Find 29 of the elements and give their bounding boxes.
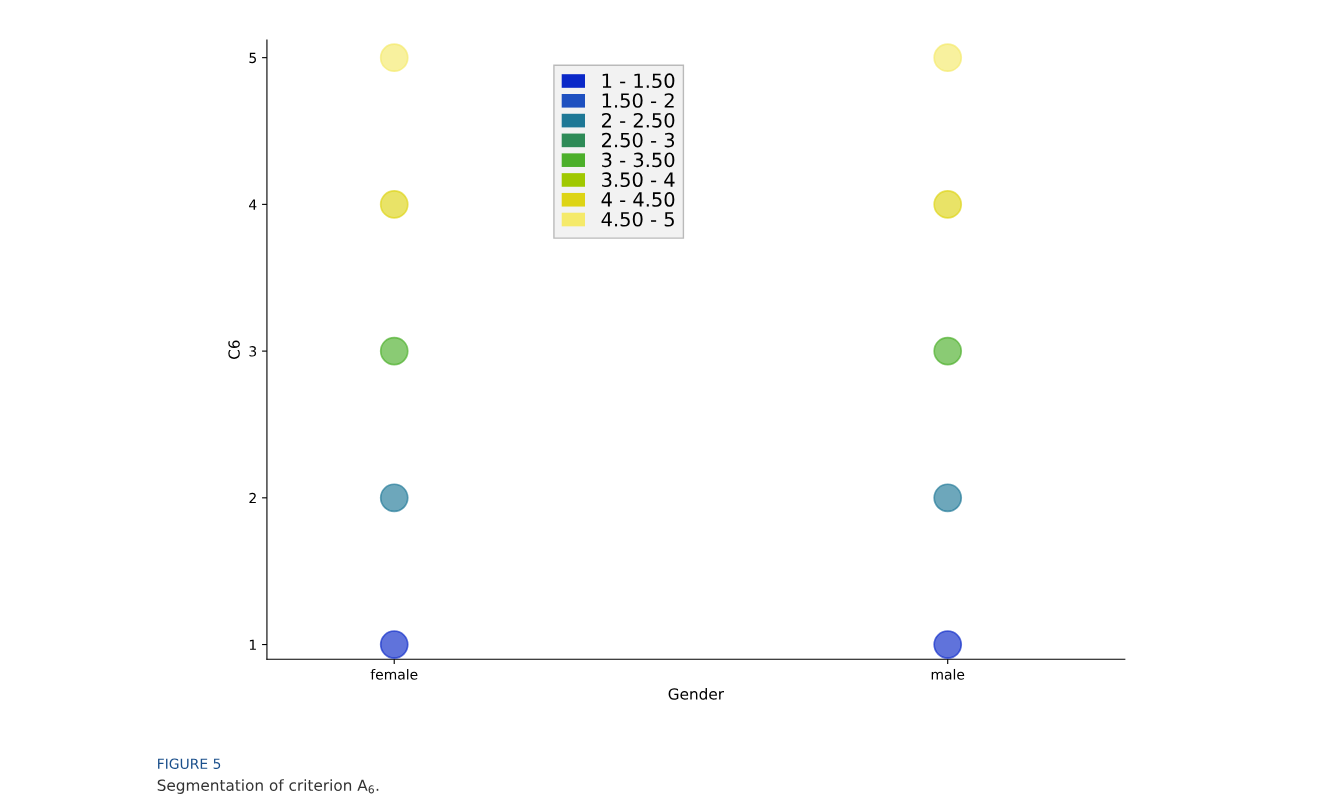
y-tick-label: 3 <box>249 346 257 357</box>
text: Segmentation of criterion A$_{6}$. <box>157 779 379 794</box>
y-axis-title: C6 <box>228 340 240 359</box>
x-axis-title: Gender <box>668 687 725 700</box>
y-tick-label: 5 <box>249 52 256 64</box>
point <box>933 630 963 659</box>
point <box>933 190 963 219</box>
point <box>933 336 963 366</box>
point <box>379 43 409 73</box>
legend-label: 3 - 3.50 <box>602 152 675 168</box>
legend-label: 2 - 2.50 <box>602 112 675 128</box>
point <box>933 483 963 513</box>
x-tick-label: male <box>931 668 965 680</box>
y-tick-label: 4 <box>249 199 257 210</box>
y-tick-label: 1 <box>249 639 256 650</box>
point <box>379 483 409 513</box>
point <box>933 43 963 73</box>
legend-label: 4 - 4.50 <box>601 192 675 207</box>
caption: FIGURE 5 <box>158 758 221 769</box>
y-tick-label: 2 <box>249 492 256 504</box>
x-tick-label: female <box>370 668 418 680</box>
point <box>379 630 409 659</box>
point <box>379 190 409 219</box>
point <box>379 336 409 366</box>
legend-label: 2.50 - 3 <box>602 132 675 148</box>
legend-label: 1 - 1.50 <box>602 73 675 89</box>
legend-label: 3.50 - 4 <box>602 172 675 188</box>
legend-label: 4.50 - 5 <box>601 211 674 227</box>
legend-label: 1.50 - 2 <box>602 93 674 108</box>
